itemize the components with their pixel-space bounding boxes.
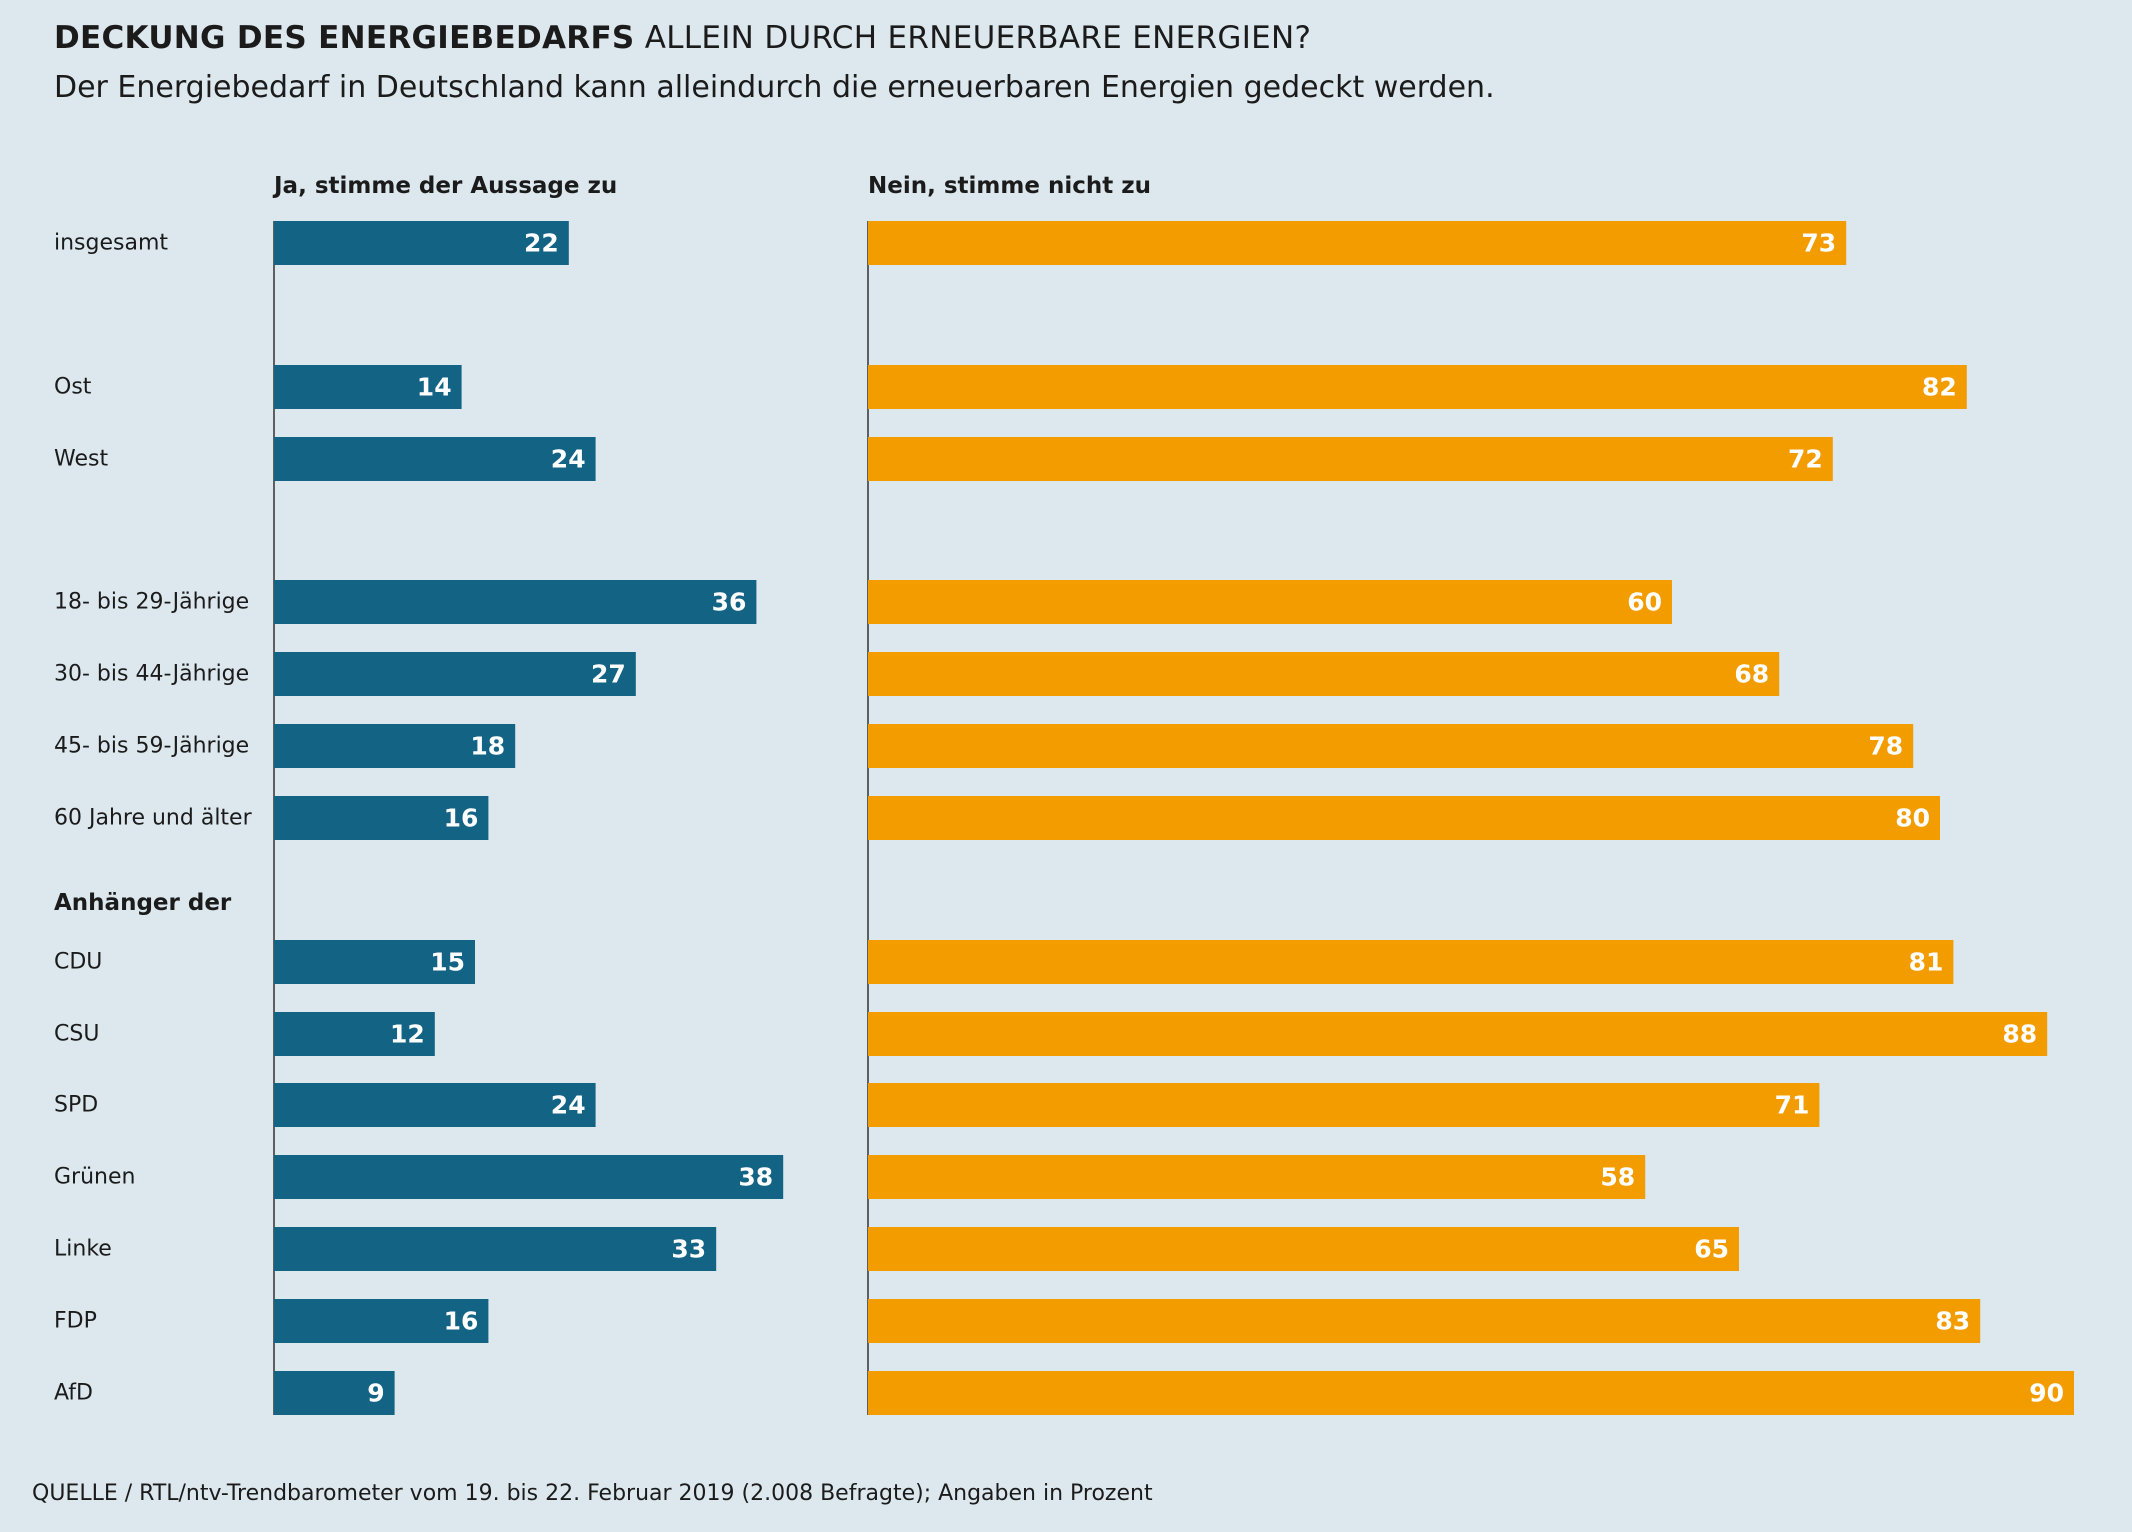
- bar-no: [868, 437, 1833, 481]
- value-label-no: 65: [1694, 1235, 1729, 1264]
- bar-no: [868, 365, 1967, 409]
- value-label-yes: 24: [551, 1091, 586, 1120]
- bar-no: [868, 724, 1914, 768]
- chart-title: DECKUNG DES ENERGIEBEDARFS ALLEIN DURCH …: [54, 20, 1311, 56]
- bar-yes: [274, 1227, 717, 1271]
- value-label-no: 72: [1788, 445, 1823, 474]
- row-label: FDP: [54, 1309, 97, 1334]
- value-label-yes: 18: [470, 732, 505, 761]
- row-label: insgesamt: [54, 231, 168, 256]
- bar-no: [868, 1299, 1981, 1343]
- bar-no: [868, 1155, 1646, 1199]
- legend-no-header: Nein, stimme nicht zu: [868, 173, 1151, 199]
- value-label-no: 73: [1801, 229, 1836, 258]
- bar-no: [868, 796, 1940, 840]
- bar-yes: [274, 1299, 489, 1343]
- bar-yes: [274, 1371, 395, 1415]
- value-label-yes: 38: [738, 1163, 773, 1192]
- value-label-yes: 36: [712, 588, 747, 617]
- row-label: West: [54, 447, 108, 472]
- bar-yes: [274, 1083, 596, 1127]
- value-label-yes: 16: [444, 804, 479, 833]
- row-label: Grünen: [54, 1165, 135, 1190]
- row-label: 45- bis 59-Jährige: [54, 734, 249, 759]
- bar-yes: [274, 796, 489, 840]
- value-label-no: 78: [1868, 732, 1903, 761]
- bar-no: [868, 1227, 1739, 1271]
- bar-yes: [274, 724, 516, 768]
- value-label-no: 58: [1600, 1163, 1635, 1192]
- value-label-yes: 16: [444, 1307, 479, 1336]
- group-header-parties: Anhänger der: [54, 890, 232, 916]
- value-label-no: 81: [1909, 948, 1944, 977]
- bar-no: [868, 580, 1672, 624]
- value-label-no: 82: [1922, 373, 1957, 402]
- bar-no: [868, 1083, 1820, 1127]
- bar-yes: [274, 1012, 435, 1056]
- value-label-no: 60: [1627, 588, 1662, 617]
- row-label: CDU: [54, 950, 102, 975]
- bar-yes: [274, 365, 462, 409]
- bar-no: [868, 940, 1954, 984]
- title-rest: ALLEIN DURCH ERNEUERBARE ENERGIEN?: [644, 20, 1312, 56]
- row-label: AfD: [54, 1381, 93, 1406]
- bar-yes: [274, 221, 569, 265]
- value-label-no: 71: [1775, 1091, 1810, 1120]
- source-note: QUELLE / RTL/ntv-Trendbarometer vom 19. …: [32, 1481, 1153, 1506]
- bars-layer: insgesamt 22 73 Ost 14 82 West 24 72 18- bis 29-J…: [54, 221, 2074, 1415]
- row-label: 18- bis 29-Jährige: [54, 590, 249, 615]
- row-label: SPD: [54, 1093, 98, 1118]
- value-label-yes: 27: [591, 660, 626, 689]
- value-label-yes: 22: [524, 229, 559, 258]
- value-label-no: 83: [1935, 1307, 1970, 1336]
- value-label-no: 88: [2002, 1020, 2037, 1049]
- bar-yes: [274, 437, 596, 481]
- value-label-yes: 24: [551, 445, 586, 474]
- bar-yes: [274, 580, 757, 624]
- row-label: Ost: [54, 375, 92, 400]
- bar-no: [868, 221, 1847, 265]
- value-label-yes: 33: [671, 1235, 706, 1264]
- row-label: Linke: [54, 1237, 112, 1262]
- bar-yes: [274, 1155, 784, 1199]
- value-label-yes: 14: [417, 373, 452, 402]
- value-label-no: 90: [2029, 1379, 2064, 1408]
- bar-yes: [274, 652, 636, 696]
- bar-no: [868, 1371, 2074, 1415]
- bar-no: [868, 1012, 2048, 1056]
- value-label-no: 68: [1734, 660, 1769, 689]
- row-label: 60 Jahre und älter: [54, 806, 253, 831]
- legend-yes-header: Ja, stimme der Aussage zu: [272, 173, 617, 199]
- value-label-yes: 9: [367, 1379, 384, 1408]
- chart-subtitle: Der Energiebedarf in Deutschland kann al…: [54, 70, 1495, 105]
- row-label: CSU: [54, 1022, 99, 1047]
- row-label: 30- bis 44-Jährige: [54, 662, 249, 687]
- value-label-yes: 15: [430, 948, 465, 977]
- value-label-no: 80: [1895, 804, 1930, 833]
- title-bold: DECKUNG DES ENERGIEBEDARFS: [54, 20, 635, 56]
- bar-no: [868, 652, 1780, 696]
- value-label-yes: 12: [390, 1020, 425, 1049]
- bar-yes: [274, 940, 475, 984]
